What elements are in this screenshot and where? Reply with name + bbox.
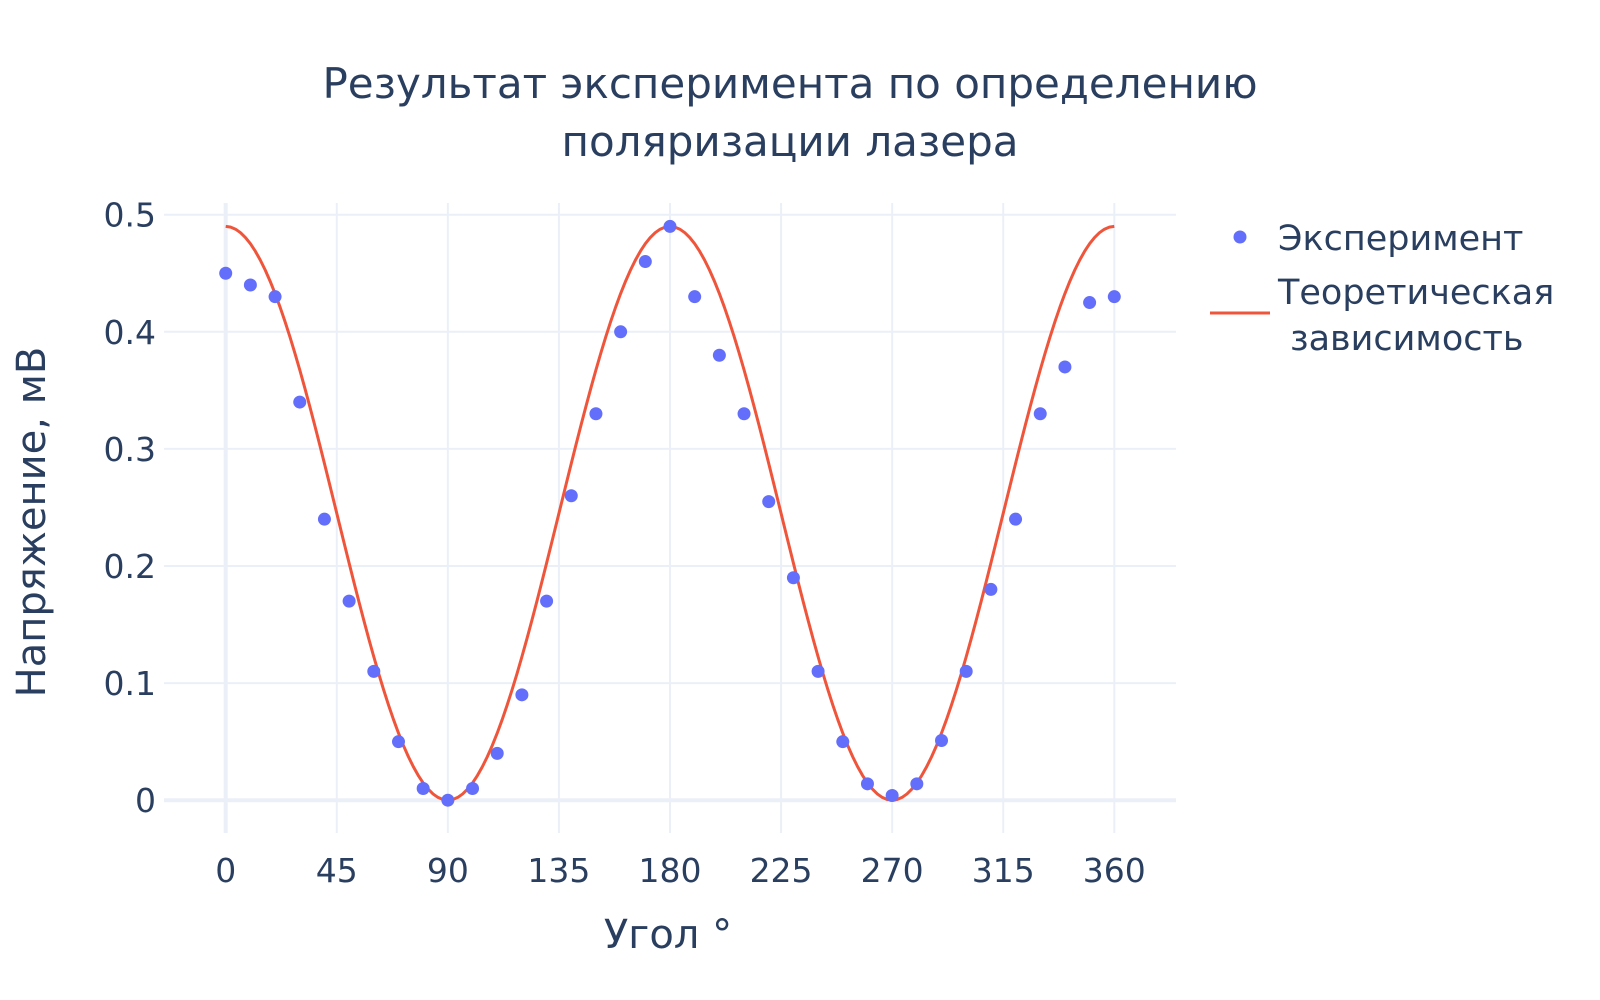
experiment-point[interactable] bbox=[910, 777, 924, 791]
x-axis-title: Угол ° bbox=[604, 912, 732, 958]
x-tick-label: 270 bbox=[861, 851, 924, 890]
experiment-point[interactable] bbox=[1058, 360, 1072, 374]
x-tick-label: 45 bbox=[316, 851, 358, 890]
experiment-point[interactable] bbox=[688, 290, 702, 304]
legend-label-experiment: Эксперимент bbox=[1278, 219, 1523, 259]
experiment-point[interactable] bbox=[959, 664, 973, 678]
y-tick-label: 0.2 bbox=[104, 547, 156, 586]
experiment-point[interactable] bbox=[268, 290, 282, 304]
y-axis-ticks: 0 0.1 0.2 0.3 0.4 0.5 bbox=[104, 196, 156, 821]
experiment-point[interactable] bbox=[1033, 407, 1047, 421]
experiment-point[interactable] bbox=[811, 664, 825, 678]
experiment-point[interactable] bbox=[836, 735, 850, 749]
y-axis-title: Напряжение, мВ bbox=[9, 347, 55, 698]
experiment-point[interactable] bbox=[490, 746, 504, 760]
x-tick-label: 360 bbox=[1083, 851, 1146, 890]
experiment-point[interactable] bbox=[984, 582, 998, 596]
legend[interactable]: Эксперимент Теоретическая зависимость bbox=[1210, 219, 1554, 359]
x-tick-label: 0 bbox=[215, 851, 236, 890]
experiment-point[interactable] bbox=[243, 278, 257, 292]
x-tick-label: 315 bbox=[972, 851, 1035, 890]
experiment-point[interactable] bbox=[391, 735, 405, 749]
experiment-point[interactable] bbox=[342, 594, 356, 608]
experiment-point[interactable] bbox=[712, 348, 726, 362]
experiment-point[interactable] bbox=[589, 407, 603, 421]
grid bbox=[164, 203, 1176, 833]
experiment-point[interactable] bbox=[737, 407, 751, 421]
chart-title: Результат эксперимента по определению по… bbox=[322, 59, 1257, 166]
legend-item-experiment[interactable]: Эксперимент bbox=[1233, 219, 1524, 259]
x-tick-label: 225 bbox=[750, 851, 813, 890]
experiment-series bbox=[219, 219, 1121, 807]
experiment-point[interactable] bbox=[663, 219, 677, 233]
y-tick-label: 0.4 bbox=[104, 313, 156, 352]
experiment-point[interactable] bbox=[1009, 512, 1023, 526]
experiment-point[interactable] bbox=[1083, 296, 1097, 310]
x-tick-label: 180 bbox=[639, 851, 702, 890]
experiment-point[interactable] bbox=[466, 782, 480, 796]
x-tick-label: 90 bbox=[427, 851, 469, 890]
chart-title-line-2: поляризации лазера bbox=[562, 117, 1019, 166]
y-tick-label: 0 bbox=[135, 781, 156, 820]
legend-marker-experiment bbox=[1233, 230, 1247, 244]
y-tick-label: 0.3 bbox=[104, 430, 156, 469]
legend-item-theory[interactable]: Теоретическая зависимость bbox=[1210, 273, 1554, 359]
experiment-point[interactable] bbox=[860, 777, 874, 791]
y-tick-label: 0.1 bbox=[104, 664, 156, 703]
experiment-point[interactable] bbox=[885, 789, 899, 803]
experiment-point[interactable] bbox=[416, 782, 430, 796]
experiment-point[interactable] bbox=[762, 495, 776, 509]
experiment-point[interactable] bbox=[564, 489, 578, 503]
experiment-point[interactable] bbox=[540, 594, 554, 608]
experiment-point[interactable] bbox=[367, 664, 381, 678]
chart-title-line-1: Результат эксперимента по определению bbox=[322, 59, 1257, 108]
y-tick-label: 0.5 bbox=[104, 196, 156, 235]
experiment-point[interactable] bbox=[935, 733, 949, 747]
legend-label-theory-line-2: зависимость bbox=[1290, 319, 1524, 359]
experiment-point[interactable] bbox=[317, 512, 331, 526]
x-tick-label: 135 bbox=[527, 851, 590, 890]
experiment-point[interactable] bbox=[1107, 290, 1121, 304]
experiment-point[interactable] bbox=[614, 325, 628, 339]
x-axis-ticks: 0 45 90 135 180 225 270 315 360 bbox=[215, 851, 1146, 890]
experiment-point[interactable] bbox=[219, 266, 233, 280]
experiment-point[interactable] bbox=[293, 395, 307, 409]
experiment-point[interactable] bbox=[441, 793, 455, 807]
legend-label-theory-line-1: Теоретическая bbox=[1277, 273, 1554, 313]
experiment-point[interactable] bbox=[638, 255, 652, 269]
experiment-point[interactable] bbox=[515, 688, 529, 702]
experiment-point[interactable] bbox=[786, 571, 800, 585]
